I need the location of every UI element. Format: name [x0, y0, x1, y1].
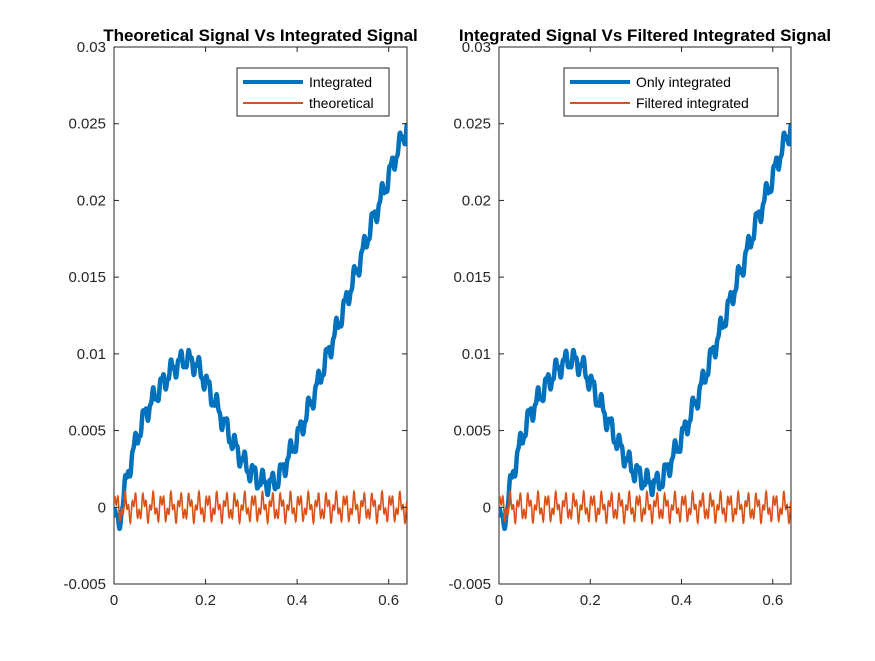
series-line-theoretical [114, 489, 407, 526]
legend-label-filtered-integrated: Filtered integrated [636, 95, 749, 111]
legend-box [236, 67, 390, 117]
y-tick-label: 0.025 [453, 116, 491, 133]
y-tick-label: 0 [483, 499, 491, 516]
legend-label-only-integrated: Only integrated [636, 74, 731, 90]
axis-ticks: 0 0.2 0.4 0.6-0.00500.0050.010.0150.020.025… [63, 39, 407, 609]
y-tick-label: -0.005 [448, 576, 491, 593]
x-tick-label: 0.2 [195, 592, 216, 609]
series-line-filtered-integrated [499, 489, 791, 526]
x-tick-label: 0.4 [671, 592, 692, 609]
y-tick-label: 0.03 [462, 39, 491, 56]
chart-title: Integrated Signal Vs Filtered Integrated… [459, 26, 831, 45]
series-line-only-integrated [499, 122, 791, 532]
series-lines [499, 122, 791, 532]
y-tick-label: 0.01 [77, 346, 106, 363]
legend[interactable]: Integrated theoretical [236, 67, 390, 117]
legend-label-theoretical: theoretical [309, 95, 374, 111]
plot-area [113, 46, 408, 585]
chart-title: Theoretical Signal Vs Integrated Signal [103, 26, 418, 45]
y-tick-label: 0.01 [462, 346, 491, 363]
y-tick-label: 0.005 [453, 423, 491, 440]
y-tick-label: 0.02 [462, 192, 491, 209]
series-line-integrated [114, 122, 407, 532]
plot-area [498, 46, 792, 585]
y-tick-label: 0.02 [77, 192, 106, 209]
x-tick-label: 0 [110, 592, 118, 609]
series-lines [114, 122, 407, 532]
y-tick-label: 0.03 [77, 39, 106, 56]
y-tick-label: -0.005 [63, 576, 106, 593]
chart-theoretical-vs-integrated: 0 0.2 0.4 0.6-0.00500.0050.010.0150.020.025… [63, 26, 417, 609]
y-tick-label: 0.025 [68, 116, 106, 133]
legend-box [563, 67, 779, 117]
y-tick-label: 0 [98, 499, 106, 516]
y-tick-label: 0.005 [68, 423, 106, 440]
axis-ticks: 0 0.2 0.4 0.6-0.00500.0050.010.0150.020.025… [448, 39, 791, 609]
legend-label-integrated: Integrated [309, 74, 372, 90]
x-tick-label: 0.6 [762, 592, 783, 609]
chart-integrated-vs-filtered: 0 0.2 0.4 0.6-0.00500.0050.010.0150.020.025… [448, 26, 831, 609]
y-tick-label: 0.015 [453, 269, 491, 286]
y-tick-label: 0.015 [68, 269, 106, 286]
x-tick-label: 0.4 [287, 592, 308, 609]
x-tick-label: 0 [495, 592, 503, 609]
x-tick-label: 0.2 [580, 592, 601, 609]
legend[interactable]: Only integrated Filtered integrated [563, 67, 779, 117]
x-tick-label: 0.6 [378, 592, 399, 609]
